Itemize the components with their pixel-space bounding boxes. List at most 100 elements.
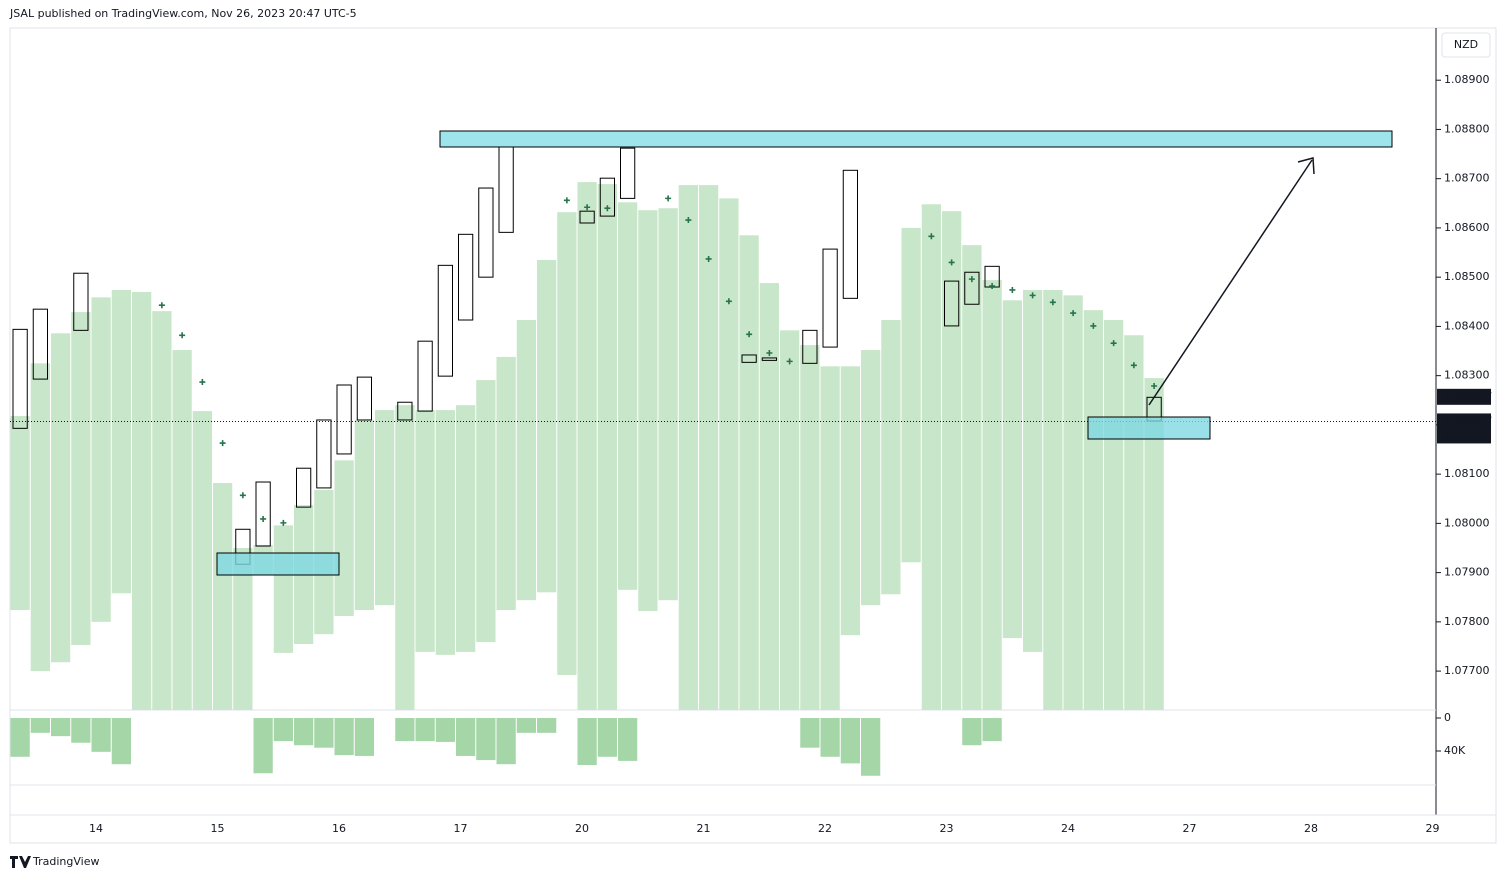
volume-bar	[800, 718, 820, 748]
profile-bar	[51, 333, 71, 663]
profile-bar	[942, 211, 962, 710]
volume-bar	[314, 718, 334, 748]
profile-bar	[516, 320, 536, 601]
marker	[665, 195, 672, 202]
marker	[563, 197, 570, 204]
profile-bar	[901, 227, 921, 563]
candle-body	[964, 271, 980, 305]
profile-bar	[1104, 320, 1124, 710]
support-zone	[216, 552, 340, 576]
marker	[928, 233, 935, 240]
volume-bar	[354, 718, 374, 756]
candle-body	[316, 419, 332, 489]
profile-bar	[1023, 289, 1043, 652]
volume-bar	[30, 718, 50, 733]
candle-body	[599, 177, 615, 217]
candle-body	[761, 357, 777, 361]
candle-body	[296, 467, 312, 508]
profile-bar	[354, 419, 374, 611]
candle-body	[620, 147, 636, 199]
candle-body	[417, 340, 433, 412]
volume-bar	[962, 718, 982, 746]
profile-bar	[921, 204, 941, 710]
profile-bar	[982, 280, 1002, 710]
y-tick-label: 1.08000	[1444, 516, 1490, 529]
countdown: 12:57	[1442, 428, 1474, 441]
volume-bar	[10, 718, 30, 757]
profile-bar	[152, 311, 172, 710]
candle-body	[741, 354, 757, 363]
volume-bar	[395, 718, 415, 742]
y-tick-label: 1.07800	[1444, 615, 1490, 628]
marker	[1090, 322, 1097, 329]
candle-body	[12, 328, 28, 429]
x-tick-label: 21	[697, 822, 711, 835]
currency[interactable]: NZD	[1454, 38, 1478, 51]
x-tick-label: 17	[454, 822, 468, 835]
volume-bar	[294, 718, 314, 746]
volume-bar	[415, 718, 435, 742]
candle-body	[802, 329, 818, 364]
profile-bar	[638, 210, 658, 612]
marker	[746, 331, 753, 338]
arrow	[1148, 159, 1313, 406]
x-tick-label: 29	[1426, 822, 1440, 835]
y-tick-label: 1.08900	[1444, 73, 1490, 86]
x-tick-label: 28	[1304, 822, 1318, 835]
last-price-label: 1.08257	[1442, 390, 1492, 403]
arrow-head	[1297, 157, 1315, 175]
profile-bar	[840, 366, 860, 636]
candle-body	[336, 384, 352, 455]
marker	[199, 379, 206, 386]
volume-tick-label: 0	[1444, 711, 1451, 724]
marker	[158, 302, 165, 309]
candle-body	[458, 233, 474, 321]
logo: TradingView	[10, 855, 99, 868]
marker	[766, 349, 773, 356]
drawings	[216, 130, 1393, 576]
profile-bar	[172, 350, 192, 710]
profile-bar	[132, 291, 152, 710]
x-tick-label: 22	[818, 822, 832, 835]
marker	[1029, 292, 1036, 299]
currency-button[interactable]	[1441, 32, 1491, 58]
marker	[786, 358, 793, 365]
marker	[1110, 340, 1117, 347]
profile-bar	[861, 350, 881, 606]
profile-bar	[1043, 289, 1063, 710]
candle-body	[32, 308, 48, 380]
marker	[1151, 382, 1158, 389]
profile-bar	[192, 411, 212, 710]
profile-bar	[759, 283, 779, 710]
y-tick-label: 1.08800	[1444, 122, 1490, 135]
profile-bar	[800, 345, 820, 710]
profile-bar	[597, 184, 617, 711]
plot: 1.07700 1.07800 1.07900 1.08000 1.08100 1.082…	[10, 73, 1492, 835]
profile-bar	[395, 405, 415, 710]
profile-bar	[30, 363, 50, 672]
candle-body	[478, 187, 494, 278]
volume-bar	[456, 718, 476, 756]
volume-tick-label: 40K	[1444, 744, 1466, 757]
profile-bar	[375, 410, 395, 606]
profile-bar	[739, 235, 759, 711]
y-tick-label: 1.07700	[1444, 664, 1490, 677]
profile-bar	[577, 182, 597, 710]
marker	[604, 205, 611, 212]
volume-bar	[861, 718, 881, 776]
volume-bar	[597, 718, 617, 757]
volume-bar	[820, 718, 840, 757]
y-tick-label: 1.08300	[1444, 369, 1490, 382]
marker	[219, 440, 226, 447]
x-tick-label: 16	[332, 822, 346, 835]
profile-bar	[881, 320, 901, 595]
profile-bar	[10, 416, 30, 611]
candle-body	[255, 481, 271, 547]
x-tick-label: 24	[1061, 822, 1075, 835]
profile-bar	[1124, 335, 1144, 710]
volume-bar	[618, 718, 638, 761]
marker	[1049, 299, 1056, 306]
marker	[1009, 286, 1016, 293]
profile-bar	[111, 289, 131, 594]
